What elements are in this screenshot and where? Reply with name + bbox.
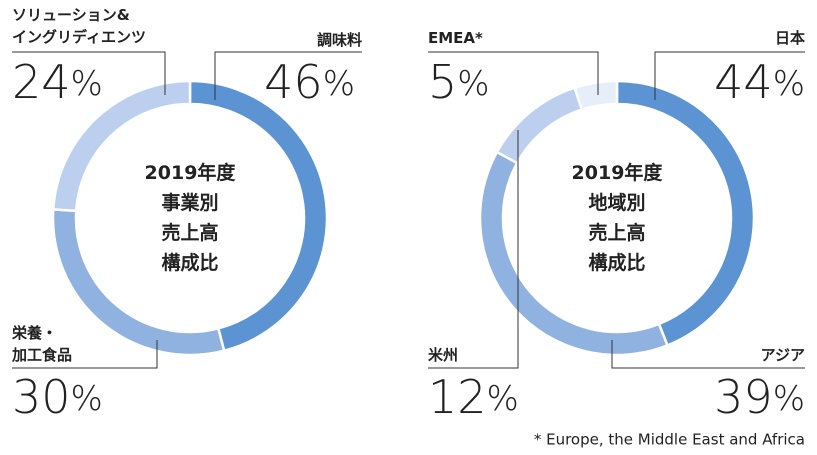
slice-label: 日本	[775, 29, 805, 47]
slice-label: 栄養・加工食品	[11, 324, 72, 364]
center-line: 売上高	[588, 221, 645, 244]
footnote: * Europe, the Middle East and Africa	[534, 431, 805, 449]
leader-line	[214, 51, 362, 100]
leader-line	[428, 51, 599, 95]
slice-label: 米州	[428, 346, 458, 364]
donut-slice	[188, 79, 329, 353]
donut-slice	[51, 79, 192, 213]
donut-slice	[573, 79, 619, 112]
leader-line	[428, 130, 519, 369]
slice-label: 調味料	[317, 31, 362, 49]
value-label: 46%	[264, 55, 355, 109]
value-label: 30%	[12, 370, 103, 424]
value-label: 24%	[12, 55, 103, 109]
slice-label: ソリューション&イングリディエンツ	[12, 6, 146, 46]
value-label: 44%	[714, 55, 805, 109]
leader-line	[12, 340, 158, 369]
center-line: 構成比	[161, 251, 218, 274]
center-label: 2019年度事業別売上高構成比	[145, 161, 237, 274]
center-label: 2019年度地域別売上高構成比	[572, 161, 664, 274]
value-label: 39%	[714, 370, 805, 424]
center-line: 2019年度	[145, 161, 237, 184]
leader-line	[654, 51, 805, 100]
value-label: 5%	[428, 55, 490, 109]
leader-line	[611, 340, 805, 369]
center-line: 構成比	[588, 251, 645, 274]
leader-line	[12, 51, 166, 95]
donut-slice	[495, 86, 584, 165]
value-label: 12%	[428, 370, 519, 424]
center-line: 売上高	[161, 221, 218, 244]
center-line: 事業別	[161, 191, 218, 214]
center-line: 2019年度	[572, 161, 664, 184]
center-line: 地域別	[588, 191, 645, 214]
slice-label: アジア	[761, 346, 805, 364]
slice-label: EMEA*	[428, 29, 483, 47]
